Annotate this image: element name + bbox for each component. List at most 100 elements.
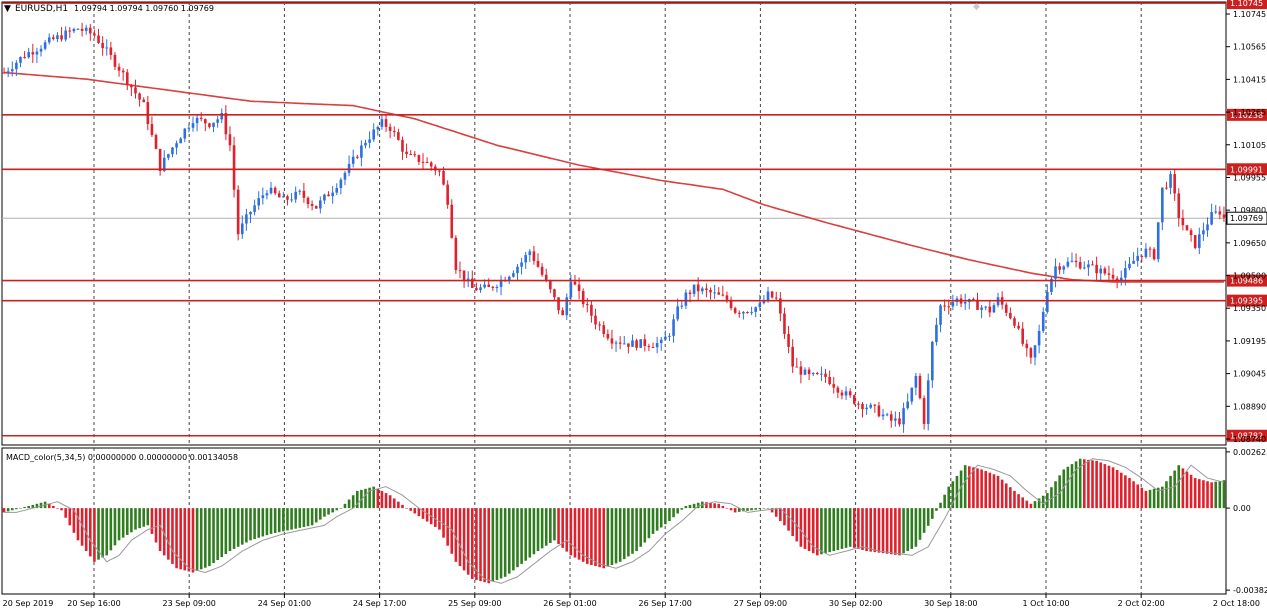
candle-body bbox=[557, 297, 560, 311]
candle bbox=[68, 27, 72, 38]
candle bbox=[249, 211, 252, 223]
candle bbox=[1111, 268, 1115, 282]
candle bbox=[47, 33, 51, 45]
candle-body bbox=[479, 287, 482, 291]
candle bbox=[319, 196, 322, 214]
candle-body bbox=[429, 162, 433, 167]
candle bbox=[1173, 169, 1176, 201]
macd-bar bbox=[286, 508, 289, 531]
candle-body bbox=[261, 195, 265, 199]
candle bbox=[368, 131, 371, 149]
candle bbox=[282, 191, 285, 198]
macd-bar bbox=[302, 508, 306, 528]
x-tick-label: 26 Sep 01:00 bbox=[543, 599, 596, 608]
candle bbox=[635, 338, 638, 351]
candle-body bbox=[848, 391, 852, 396]
macd-bar bbox=[557, 508, 560, 545]
macd-bar bbox=[355, 490, 359, 509]
candle bbox=[1152, 247, 1156, 261]
macd-bar bbox=[696, 502, 700, 509]
candle bbox=[742, 311, 745, 320]
candle bbox=[1095, 256, 1098, 281]
macd-bar bbox=[499, 508, 503, 579]
candle bbox=[758, 294, 762, 311]
candle bbox=[1222, 206, 1226, 222]
candle-body bbox=[598, 324, 601, 326]
candle-body bbox=[1037, 331, 1041, 346]
candle bbox=[668, 332, 671, 342]
price-pane-frame bbox=[1, 1, 1227, 446]
candle-body bbox=[384, 119, 388, 127]
candle-body bbox=[1136, 255, 1139, 261]
candle-body bbox=[142, 99, 146, 103]
candle-body bbox=[676, 306, 679, 320]
candle bbox=[1136, 247, 1139, 267]
candle-body bbox=[1119, 277, 1123, 281]
candle bbox=[372, 123, 376, 142]
candle bbox=[565, 293, 569, 321]
candle-body bbox=[524, 255, 527, 263]
candle bbox=[881, 408, 885, 421]
macd-bar bbox=[401, 504, 404, 509]
candle bbox=[1082, 261, 1086, 270]
macd-bar bbox=[1124, 475, 1127, 509]
macd-bar bbox=[1107, 465, 1111, 509]
macd-bar bbox=[1210, 482, 1213, 509]
chart-header-ohlc: 1.09794 1.09794 1.09760 1.09769 bbox=[74, 4, 214, 13]
macd-bar bbox=[368, 487, 371, 509]
scroll-marker-icon[interactable]: ◆ bbox=[973, 2, 980, 12]
candle bbox=[935, 317, 938, 346]
candle-body bbox=[15, 62, 18, 70]
macd-bar bbox=[27, 505, 30, 509]
candle bbox=[1087, 260, 1090, 276]
candle bbox=[803, 367, 807, 376]
candle bbox=[1062, 265, 1066, 274]
candle-body bbox=[1021, 328, 1024, 344]
candle bbox=[684, 289, 688, 310]
macd-signal-line bbox=[4, 458, 1225, 584]
candle bbox=[331, 186, 334, 204]
price-level-label: 1.08782 bbox=[1230, 432, 1263, 441]
macd-bar bbox=[967, 466, 971, 509]
candle-body bbox=[561, 310, 564, 316]
candle bbox=[992, 302, 996, 313]
candle bbox=[466, 271, 470, 288]
candle-body bbox=[401, 139, 404, 152]
candle bbox=[6, 67, 10, 78]
candle-body bbox=[672, 319, 675, 336]
macd-bar bbox=[1193, 478, 1197, 509]
macd-bar bbox=[421, 508, 425, 519]
candle-body bbox=[631, 340, 634, 347]
macd-bar bbox=[109, 508, 113, 551]
macd-bar bbox=[524, 508, 527, 561]
symbol-menu-icon[interactable]: ▼ bbox=[4, 4, 11, 14]
macd-bar bbox=[175, 508, 178, 569]
candle-body bbox=[865, 407, 868, 410]
candle bbox=[1058, 262, 1061, 275]
y-tick-label: 1.09955 bbox=[1233, 173, 1266, 182]
candle bbox=[807, 367, 811, 381]
candle-body bbox=[610, 338, 614, 344]
candle-body bbox=[1025, 343, 1029, 349]
y-tick-label: 1.10415 bbox=[1233, 75, 1266, 84]
macd-bar bbox=[1119, 472, 1123, 509]
candle bbox=[614, 340, 618, 352]
macd-bar bbox=[351, 495, 355, 509]
candle-body bbox=[421, 161, 425, 163]
candle-body bbox=[857, 403, 860, 405]
macd-bar bbox=[1140, 487, 1144, 509]
candle bbox=[286, 194, 289, 206]
macd-bar bbox=[935, 508, 938, 511]
candle bbox=[947, 299, 951, 315]
macd-bar bbox=[980, 469, 983, 509]
macd-bar bbox=[536, 508, 540, 552]
x-tick-label: 20 Sep 2019 bbox=[3, 599, 54, 608]
macd-bar bbox=[544, 508, 548, 546]
macd-bar bbox=[397, 501, 400, 509]
macd-bar bbox=[992, 474, 996, 509]
candle-body bbox=[425, 162, 429, 164]
macd-bar bbox=[774, 508, 778, 517]
candle-body bbox=[76, 28, 80, 30]
macd-bar bbox=[618, 508, 622, 562]
candle bbox=[770, 290, 774, 299]
